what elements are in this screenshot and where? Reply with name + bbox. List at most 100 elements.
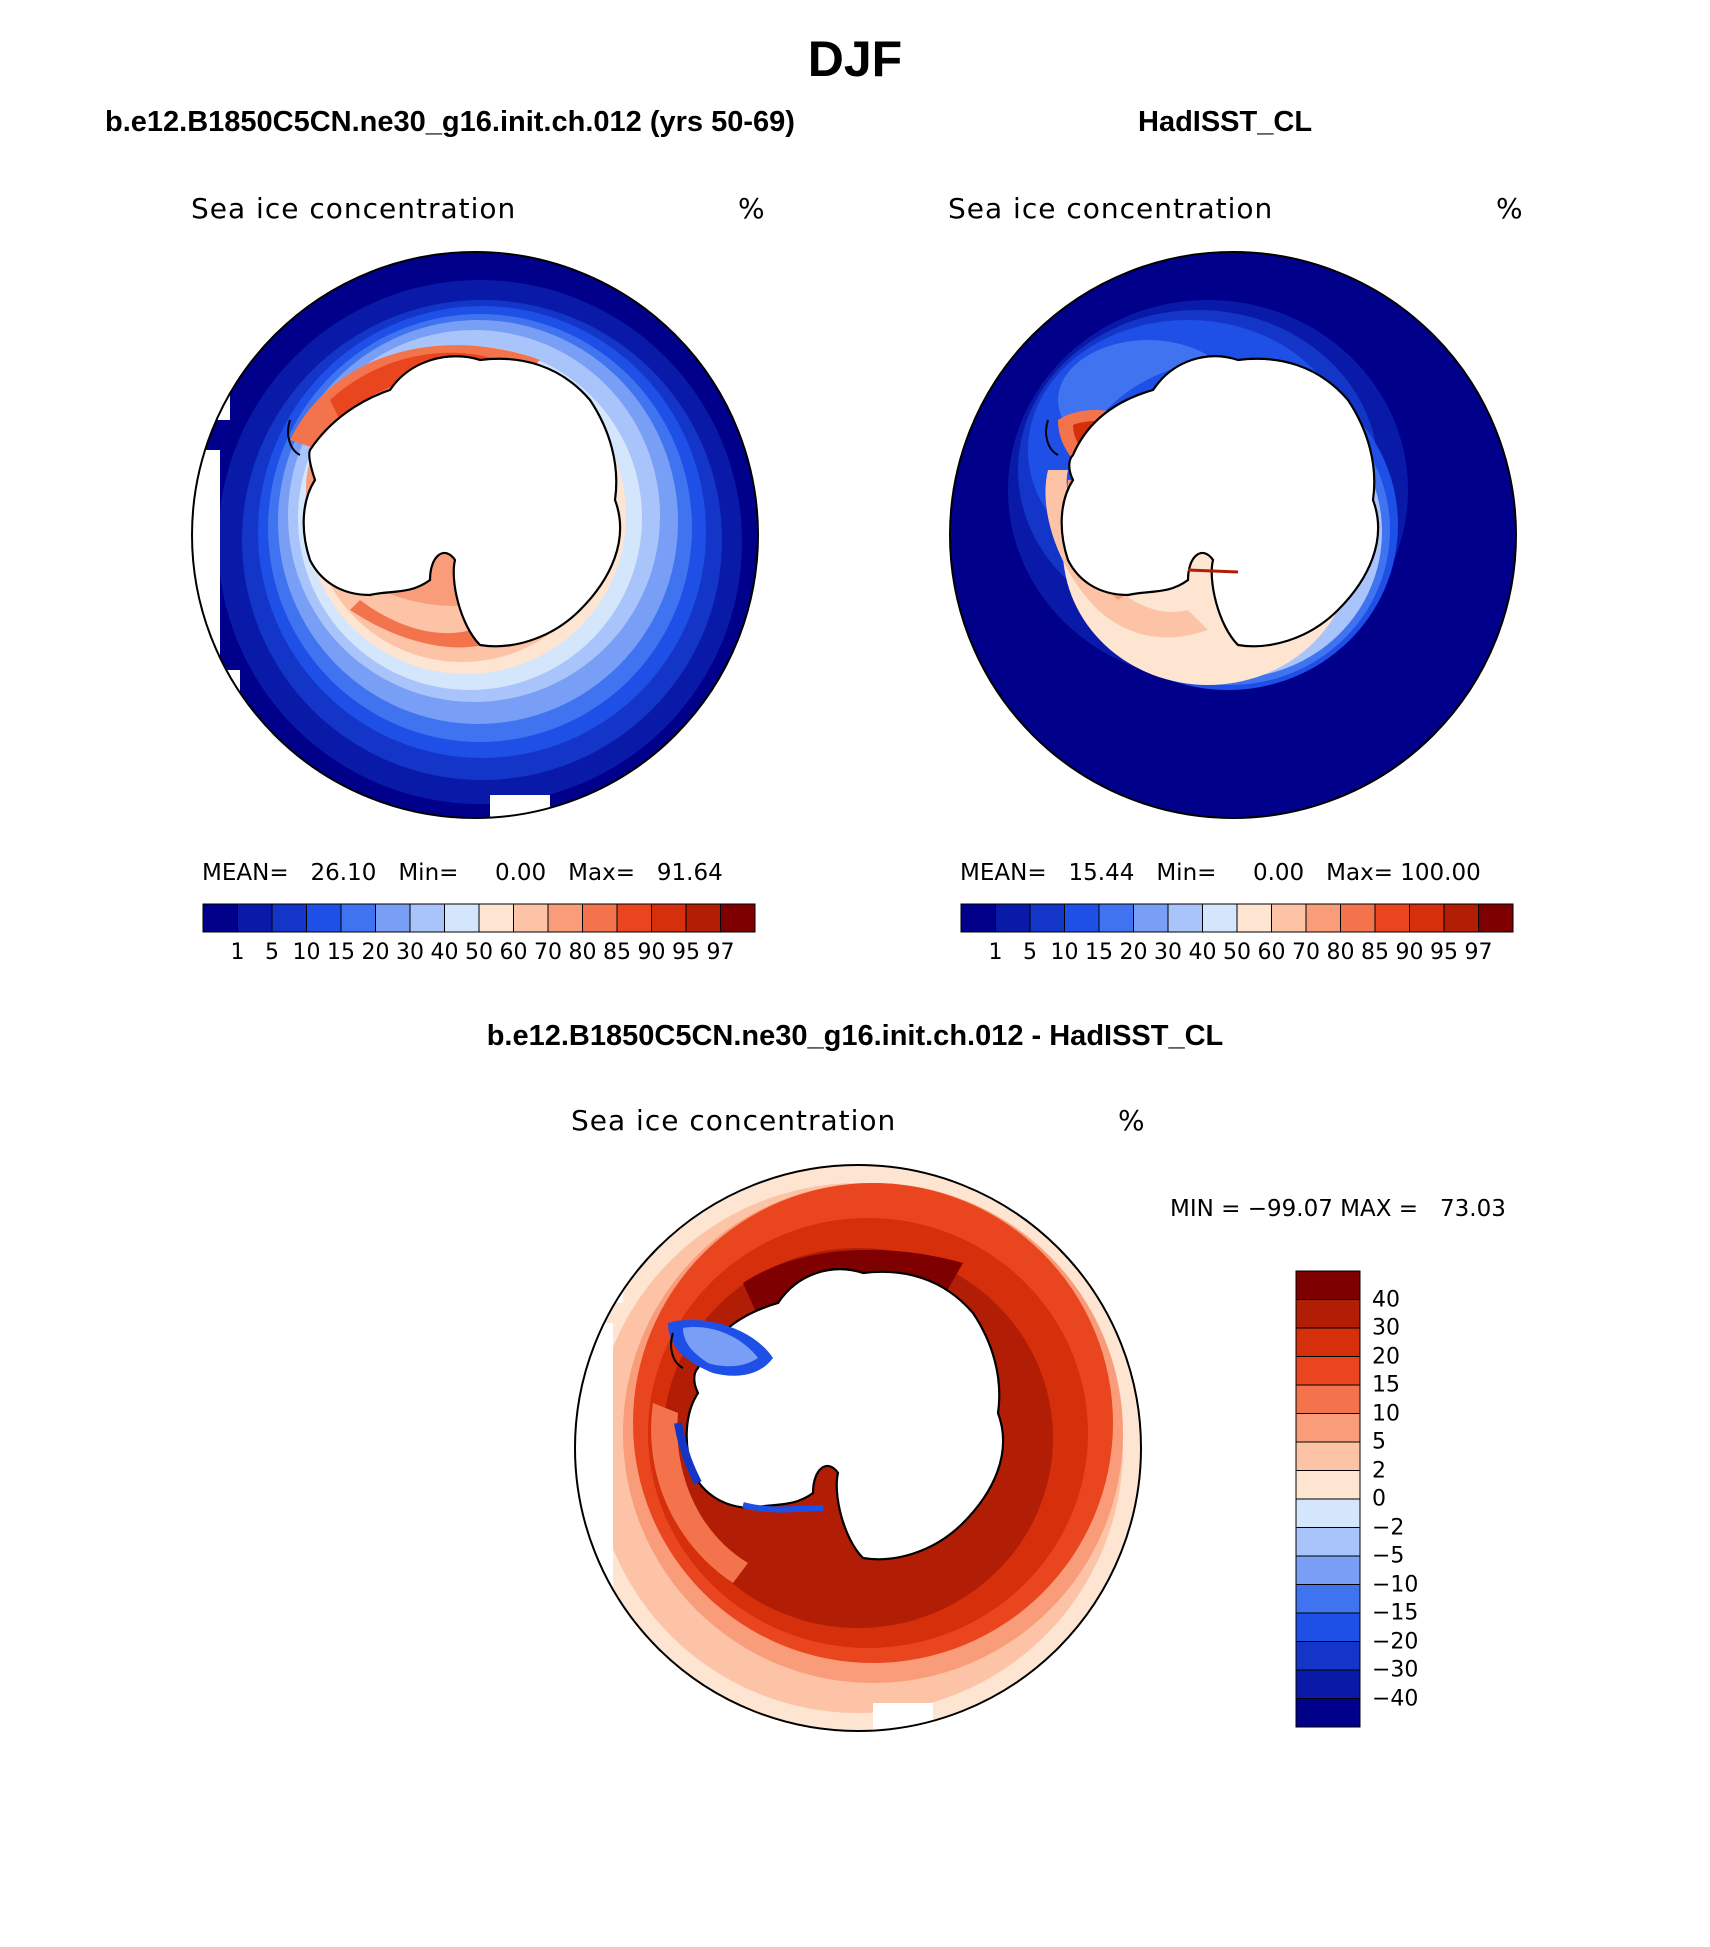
- colorbar-tick-label: 95: [672, 940, 700, 965]
- colorbar-box: [1167, 903, 1203, 933]
- colorbar-box: [1295, 1527, 1361, 1557]
- colorbar-box: [1064, 903, 1100, 933]
- colorbar-box: [444, 903, 480, 933]
- diff-polar-map: [574, 1164, 1142, 1732]
- colorbar-tick-label: 97: [1464, 940, 1493, 965]
- model-stats: MEAN= 26.10 Min= 0.00 Max= 91.64: [202, 860, 723, 886]
- colorbar-box: [1295, 1356, 1361, 1386]
- colorbar-tick-label: 95: [1430, 940, 1458, 965]
- obs-mean-value: 15.44: [1068, 860, 1135, 886]
- colorbar-tick-label: −20: [1372, 1629, 1419, 1654]
- obs-mean-label: MEAN=: [960, 860, 1047, 886]
- colorbar-box: [1409, 903, 1445, 933]
- model-variable-label: Sea ice concentration: [191, 192, 517, 225]
- colorbar-box: [960, 903, 996, 933]
- diff-panel-title: b.e12.B1850C5CN.ne30_g16.init.ch.012 - H…: [486, 1020, 1224, 1052]
- colorbar-tick-label: 40: [1372, 1287, 1400, 1312]
- colorbar-box: [375, 903, 411, 933]
- obs-max-value: 100.00: [1400, 860, 1481, 886]
- colorbar-box: [1295, 1470, 1361, 1500]
- obs-max-label: Max=: [1326, 860, 1393, 886]
- colorbar-tick-label: 1: [230, 940, 245, 965]
- colorbar-box: [1295, 1413, 1361, 1443]
- model-min-label: Min=: [398, 860, 459, 886]
- model-colorbar-labels: 1 5 10 15 20 30 40 50 60 70 80 85 90 95 97: [203, 940, 755, 970]
- colorbar-box: [547, 903, 583, 933]
- colorbar-tick-label: 10: [1372, 1401, 1400, 1426]
- colorbar-tick-label: 30: [1154, 940, 1182, 965]
- colorbar-box: [1295, 1327, 1361, 1357]
- colorbar-tick-label: 30: [1372, 1315, 1400, 1341]
- diff-colorbar-labels: 40 30 20 15 10 5 2 0 −2 −5 −10 −15 −20 −30 −40: [1372, 1271, 1452, 1727]
- colorbar-tick-label: 1: [988, 940, 1003, 965]
- colorbar-tick-label: 50: [465, 940, 493, 965]
- obs-variable-label: Sea ice concentration: [948, 192, 1274, 225]
- colorbar-box: [995, 903, 1031, 933]
- colorbar-box: [478, 903, 514, 933]
- colorbar-box: [685, 903, 721, 933]
- colorbar-tick-label: 15: [1085, 940, 1113, 965]
- colorbar-tick-label: 5: [1023, 940, 1037, 965]
- colorbar-tick-label: 80: [568, 940, 597, 965]
- colorbar-box: [237, 903, 273, 933]
- model-polar-map: [191, 251, 759, 819]
- colorbar-box: [1305, 903, 1341, 933]
- colorbar-tick-label: 70: [1292, 940, 1320, 965]
- colorbar-tick-label: 5: [1372, 1429, 1386, 1455]
- model-colorbar: [202, 903, 756, 933]
- colorbar-box: [1295, 1555, 1361, 1585]
- colorbar-box: [1295, 1441, 1361, 1471]
- colorbar-tick-label: 40: [430, 940, 459, 965]
- colorbar-tick-label: 90: [1395, 940, 1424, 965]
- colorbar-tick-label: 50: [1223, 940, 1251, 965]
- model-mean-label: MEAN=: [202, 860, 289, 886]
- colorbar-tick-label: 40: [1188, 940, 1217, 965]
- colorbar-tick-label: 90: [637, 940, 666, 965]
- model-max-value: 91.64: [656, 860, 723, 886]
- model-min-value: 0.00: [494, 860, 547, 886]
- model-units-label: %: [738, 192, 766, 225]
- colorbar-box: [1443, 903, 1479, 933]
- colorbar-tick-label: −5: [1372, 1543, 1405, 1569]
- colorbar-box: [1098, 903, 1134, 933]
- colorbar-tick-label: −15: [1372, 1600, 1419, 1626]
- colorbar-box: [582, 903, 618, 933]
- colorbar-box: [306, 903, 342, 933]
- obs-colorbar-labels: 1 5 10 15 20 30 40 50 60 70 80 85 90 95 97: [961, 940, 1513, 970]
- colorbar-tick-label: 80: [1326, 940, 1355, 965]
- colorbar-box: [1374, 903, 1410, 933]
- obs-polar-map: [949, 251, 1517, 819]
- colorbar-tick-label: 85: [1361, 940, 1389, 965]
- colorbar-box: [202, 903, 238, 933]
- colorbar-tick-label: 10: [1050, 940, 1079, 965]
- colorbar-box: [1202, 903, 1238, 933]
- colorbar-box: [1295, 1270, 1361, 1300]
- colorbar-tick-label: −30: [1372, 1657, 1419, 1683]
- colorbar-box: [1236, 903, 1272, 933]
- colorbar-box: [1029, 903, 1065, 933]
- diff-variable-label: Sea ice concentration: [571, 1104, 897, 1137]
- colorbar-tick-label: 70: [534, 940, 562, 965]
- colorbar-tick-label: 60: [1257, 940, 1286, 965]
- diff-minmax-text: MIN = −99.07 MAX = 73.03: [1170, 1196, 1506, 1222]
- figure-title: DJF: [807, 31, 903, 87]
- colorbar-box: [271, 903, 307, 933]
- colorbar-box: [340, 903, 376, 933]
- obs-min-label: Min=: [1156, 860, 1217, 886]
- colorbar-tick-label: 15: [327, 940, 355, 965]
- colorbar-box: [651, 903, 687, 933]
- model-max-label: Max=: [568, 860, 635, 886]
- colorbar-tick-label: 0: [1372, 1486, 1386, 1512]
- obs-panel-title: HadISST_CL: [1138, 106, 1313, 138]
- colorbar-box: [616, 903, 652, 933]
- colorbar-box: [1295, 1584, 1361, 1614]
- colorbar-tick-label: 5: [265, 940, 279, 965]
- colorbar-tick-label: 20: [1372, 1344, 1400, 1369]
- diff-colorbar: [1295, 1270, 1361, 1728]
- colorbar-box: [1295, 1384, 1361, 1414]
- colorbar-tick-label: −10: [1372, 1572, 1419, 1597]
- colorbar-tick-label: 30: [396, 940, 424, 965]
- colorbar-box: [1295, 1669, 1361, 1699]
- colorbar-tick-label: 20: [1119, 940, 1148, 965]
- colorbar-tick-label: 20: [361, 940, 390, 965]
